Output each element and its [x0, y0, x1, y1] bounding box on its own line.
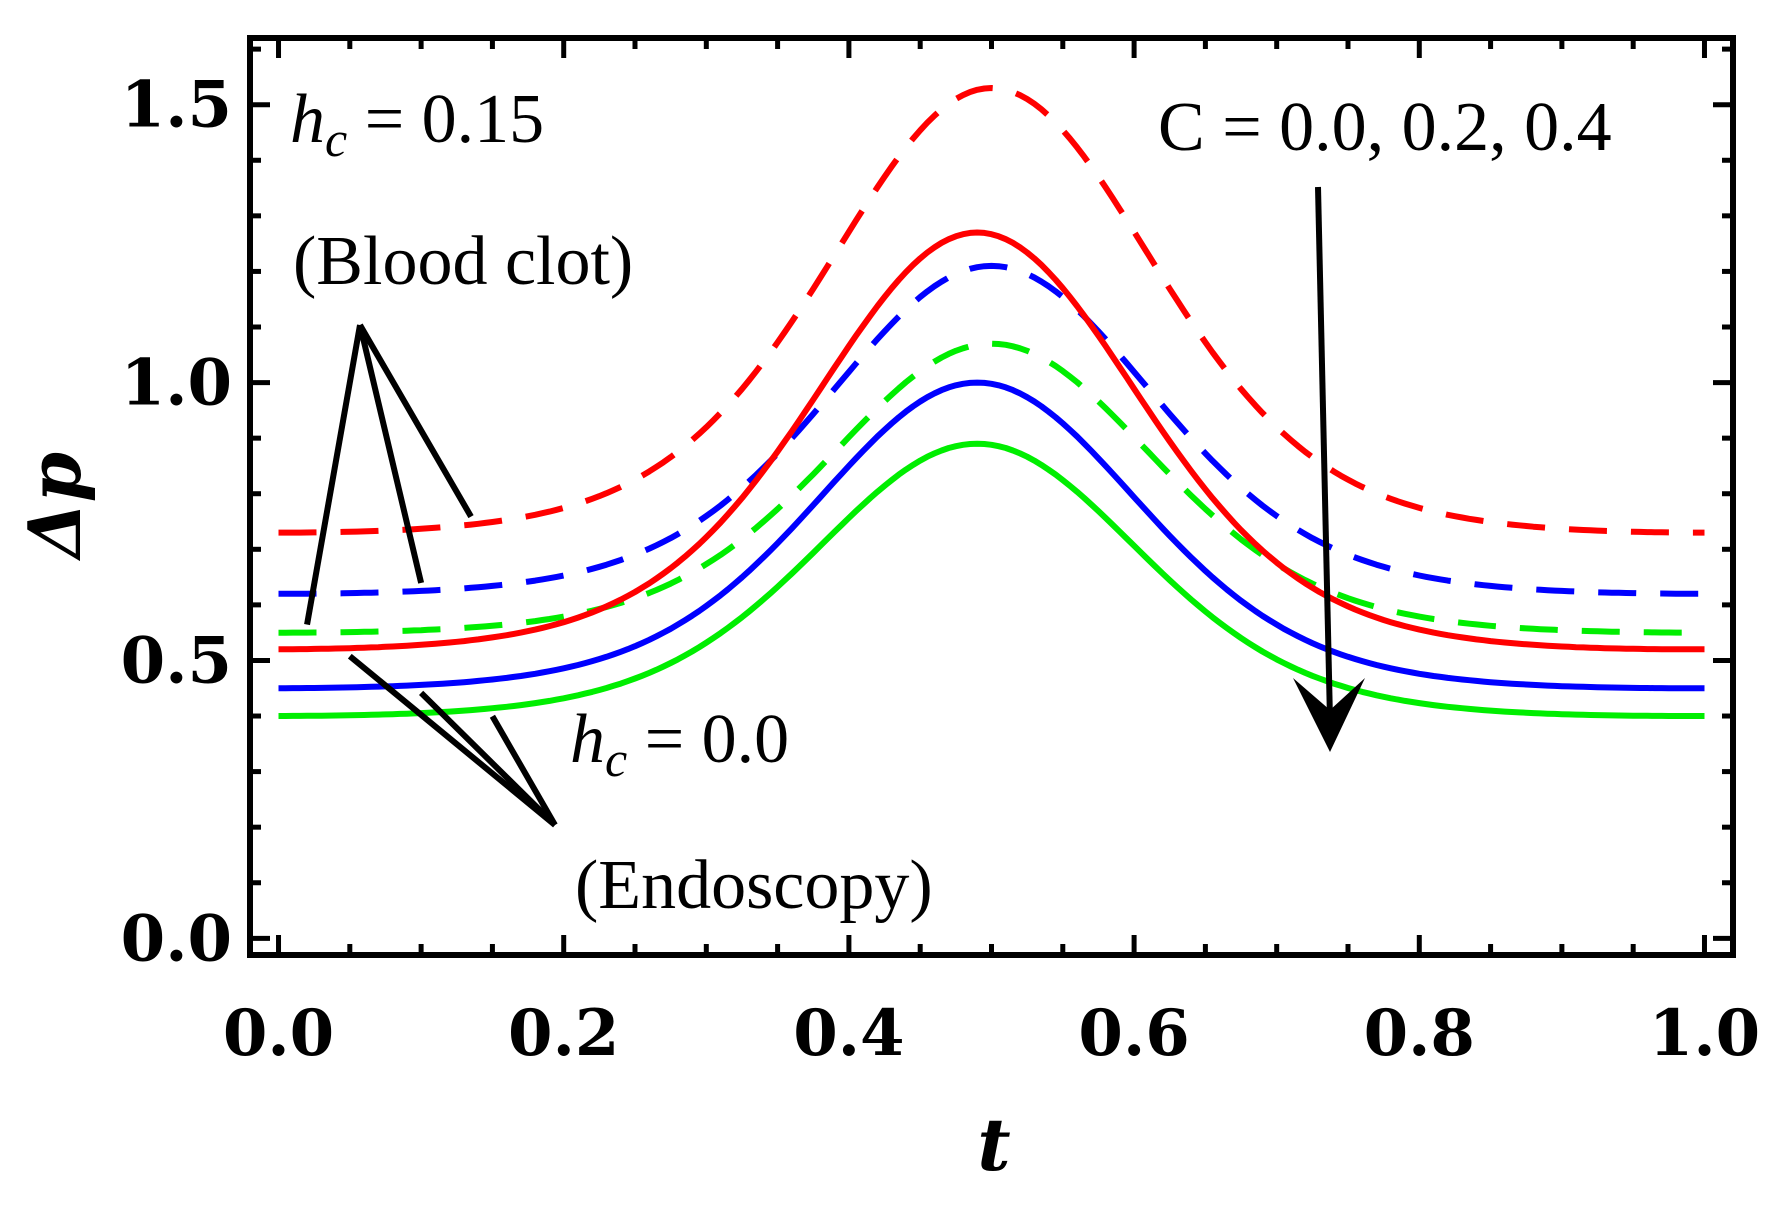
clot-pointer-line	[304, 324, 363, 626]
hc-clot-value: = 0.15	[347, 81, 544, 158]
hc-endo-var: h	[570, 701, 605, 778]
y-tick-label: 0.5	[121, 623, 232, 698]
y-tick-label: 1.5	[121, 68, 232, 143]
series-line	[278, 262, 1705, 597]
x-tick-label: 0.8	[1364, 996, 1475, 1071]
hc-clot-var: h	[290, 81, 325, 158]
series-line	[278, 440, 1705, 719]
ticks	[250, 38, 1733, 955]
y-axis-title: Δp	[12, 452, 97, 561]
x-tick-label: 0.6	[1078, 996, 1189, 1071]
series-line	[278, 229, 1705, 653]
hc-clot-sub: c	[325, 111, 347, 167]
tick-labels: 0.0 0.2 0.4 0.6 0.8 1.0 0.0 0.5 1.0 1.5	[121, 68, 1760, 1071]
c-arrow-shaft	[1315, 186, 1333, 721]
c-values-label: C = 0.0, 0.2, 0.4	[1158, 89, 1612, 166]
x-tick-label: 0.4	[793, 996, 904, 1071]
hc-endo-value: = 0.0	[627, 701, 789, 778]
clot-pointer-line	[357, 323, 474, 519]
series-line	[278, 379, 1705, 692]
series-group	[278, 85, 1705, 719]
c-arrow-head	[1293, 678, 1365, 752]
series-line	[278, 340, 1705, 636]
plot-frame	[247, 35, 1736, 958]
endo-pointer-line	[419, 690, 558, 828]
blood-clot-label: (Blood clot)	[293, 223, 633, 300]
clot-pointer-line	[357, 324, 425, 584]
x-tick-label: 0.2	[508, 996, 619, 1071]
x-tick-label: 1.0	[1649, 996, 1760, 1071]
x-axis-title: t	[977, 1102, 1010, 1187]
y-tick-label: 0.0	[121, 901, 232, 976]
x-tick-label: 0.0	[223, 996, 334, 1071]
hc-endo-sub: c	[605, 731, 627, 787]
endoscopy-label: (Endoscopy)	[575, 847, 933, 924]
annotation-pointers	[304, 323, 558, 828]
endo-pointer-line	[347, 653, 557, 828]
hc-clot-annotation: hc = 0.15	[290, 81, 544, 167]
y-tick-label: 1.0	[121, 346, 232, 421]
series-line	[278, 85, 1705, 536]
endo-pointer-line	[489, 714, 558, 827]
hc-endo-annotation: hc = 0.0	[570, 701, 789, 787]
